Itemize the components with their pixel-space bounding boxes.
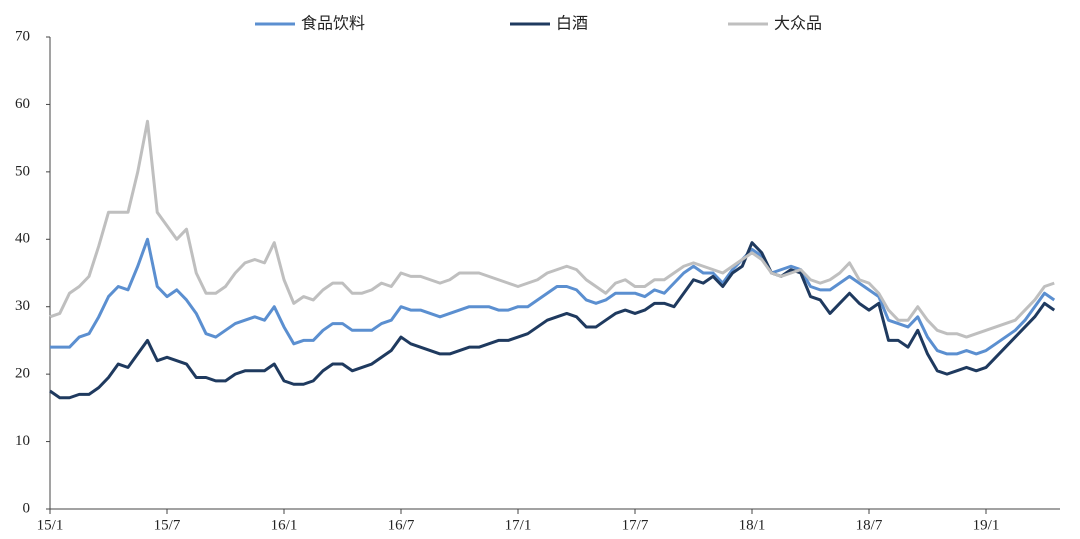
x-tick-label: 17/1: [505, 517, 532, 533]
x-tick-label: 19/1: [973, 517, 1000, 533]
x-tick-label: 16/1: [271, 517, 298, 533]
x-tick-label: 18/7: [856, 517, 883, 533]
y-tick-label: 50: [15, 163, 30, 179]
y-tick-label: 0: [23, 500, 31, 516]
y-tick-label: 10: [15, 433, 30, 449]
legend-text: 大众品: [774, 14, 822, 33]
y-tick-label: 60: [15, 96, 30, 112]
x-tick-label: 15/1: [37, 517, 64, 533]
x-tick-label: 16/7: [388, 517, 415, 533]
y-tick-label: 70: [15, 28, 30, 44]
series-line: [49, 119, 1055, 339]
y-tick-label: 30: [15, 298, 30, 314]
series-line: [49, 241, 1056, 400]
x-tick-label: 15/7: [154, 517, 181, 533]
legend-text: 食品饮料: [301, 14, 365, 33]
x-tick-label: 17/7: [622, 517, 649, 533]
x-tick-label: 18/1: [739, 517, 766, 533]
series-line: [50, 237, 1056, 356]
y-tick-label: 20: [15, 366, 30, 382]
y-tick-label: 40: [15, 231, 30, 247]
legend-text: 白酒: [556, 14, 588, 33]
